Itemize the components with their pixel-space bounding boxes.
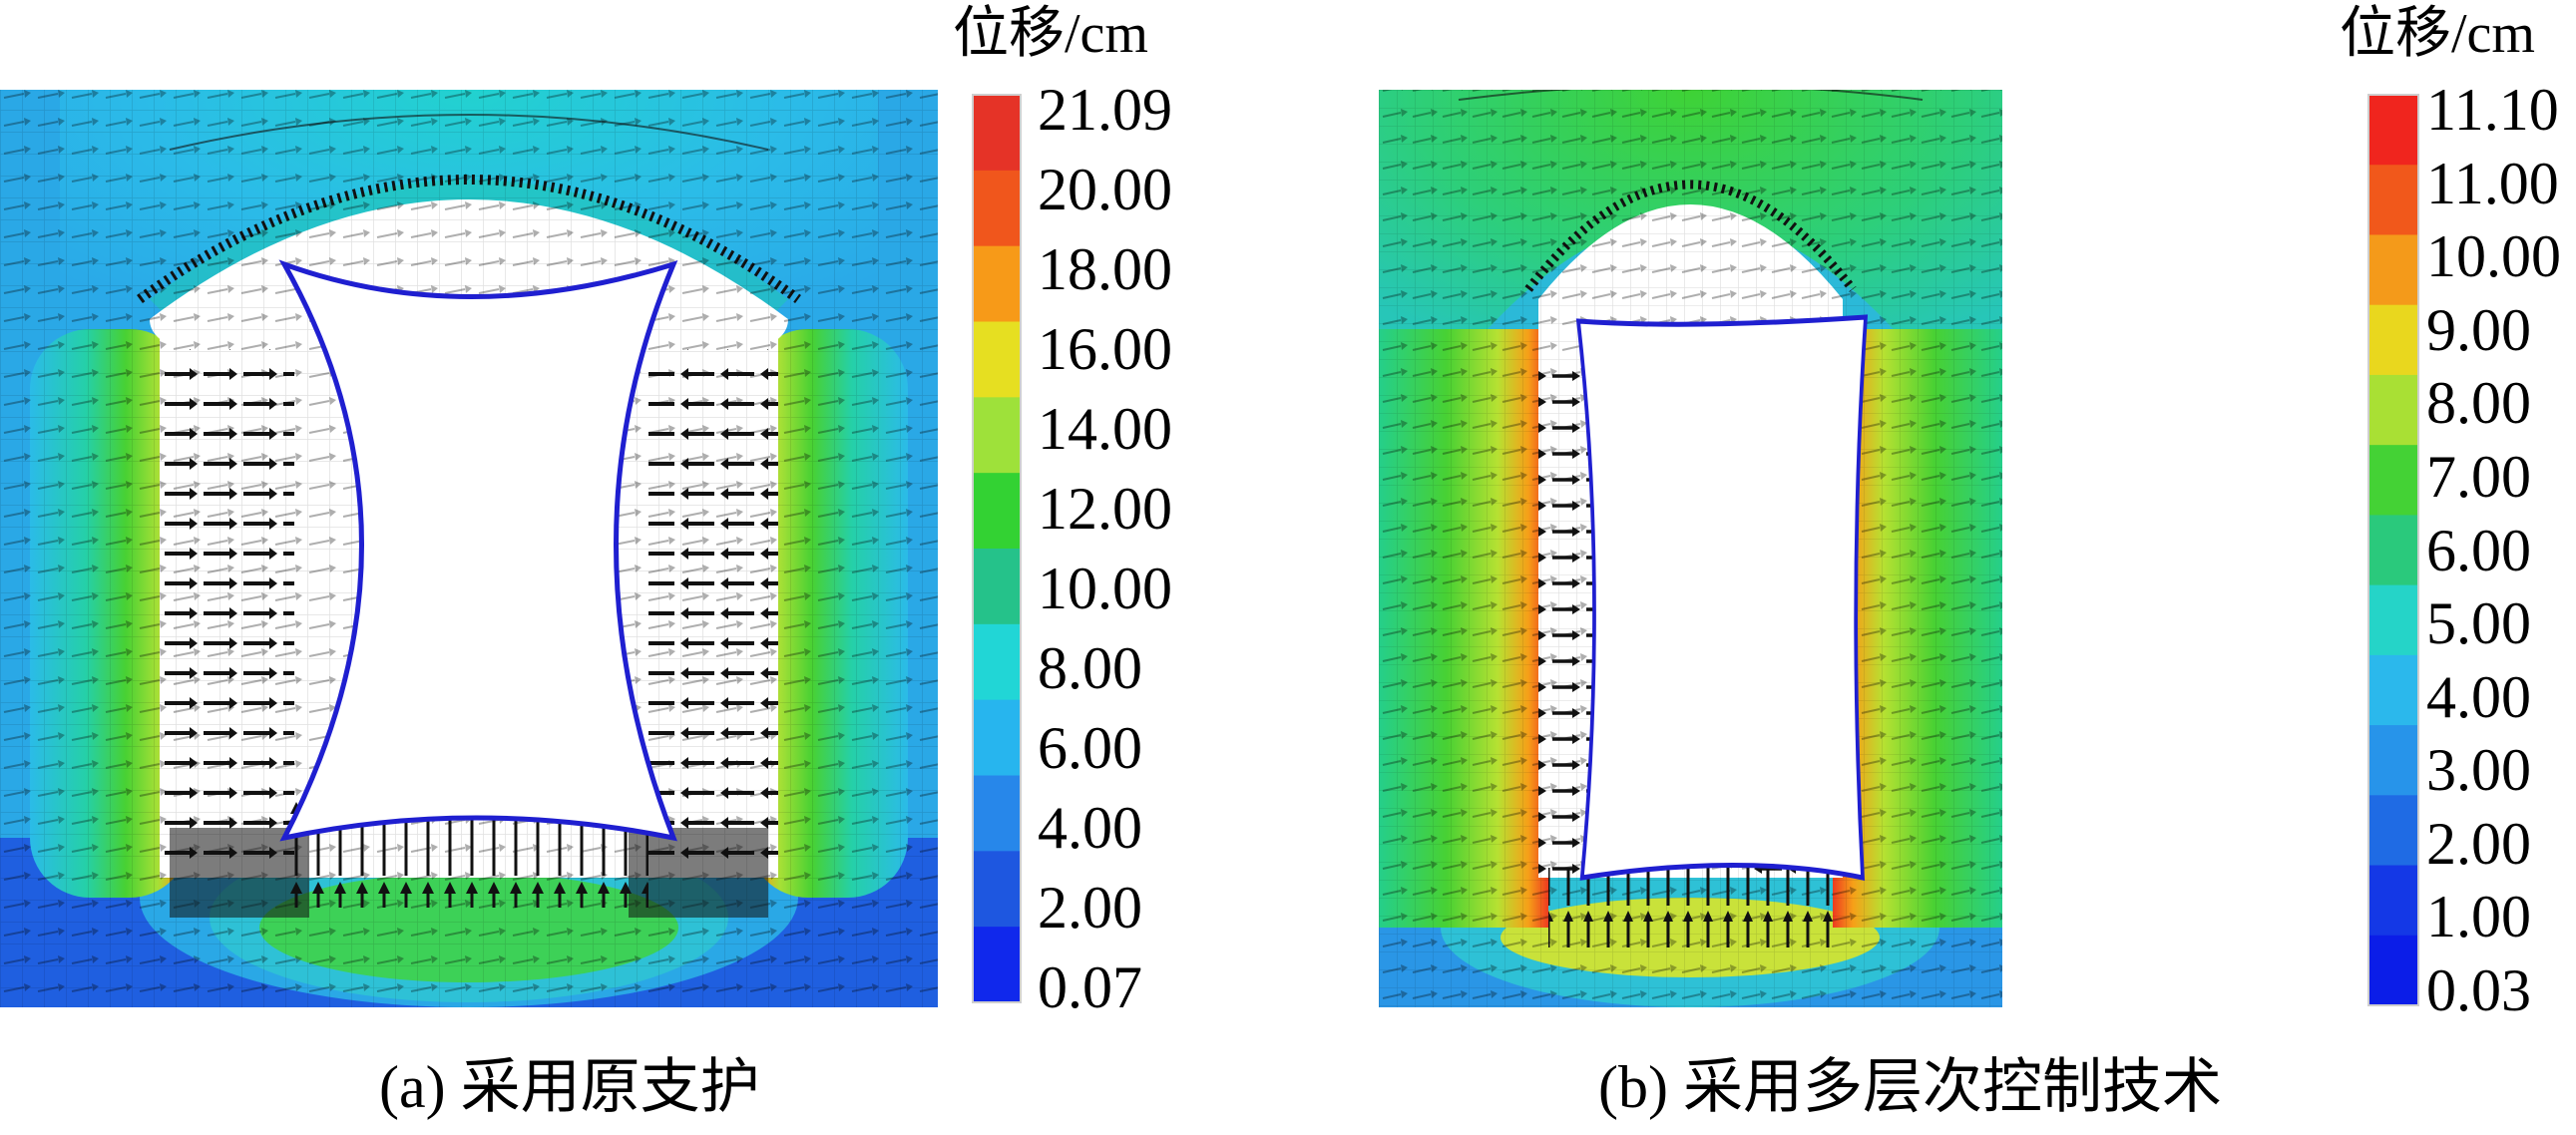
panel-a-colorbar (972, 94, 1022, 1003)
colorbar-tick-label: 5.00 (2426, 590, 2531, 657)
colorbar-segment (973, 95, 1021, 172)
colorbar-tick-label: 1.00 (2426, 884, 2531, 950)
colorbar-tick-label: 10.00 (2426, 223, 2561, 290)
colorbar-segment (973, 170, 1021, 247)
colorbar-segment (2368, 234, 2418, 306)
colorbar-segment (973, 775, 1021, 852)
colorbar-tick-label: 16.00 (1038, 316, 1172, 382)
colorbar-segment (2368, 654, 2418, 726)
colorbar-tick-label: 21.09 (1038, 77, 1172, 143)
colorbar-tick-label: 11.00 (2426, 150, 2559, 216)
colorbar-tick-label: 6.00 (1038, 715, 1142, 781)
colorbar-tick-label: 4.00 (1038, 795, 1142, 861)
colorbar-tick-label: 4.00 (2426, 663, 2531, 730)
colorbar-tick-label: 3.00 (2426, 737, 2531, 804)
panel-b-legend-title: 位移/cm (2340, 3, 2535, 65)
colorbar-segment (2368, 795, 2418, 867)
colorbar-tick-label: 11.10 (2426, 77, 2559, 143)
panel-b-colorbar (2367, 94, 2419, 1006)
colorbar-segment (2368, 584, 2418, 656)
colorbar-tick-label: 20.00 (1038, 157, 1172, 222)
colorbar-segment (973, 397, 1021, 474)
panel-a-caption: (a) 采用原支护 (379, 1054, 760, 1120)
colorbar-tick-label: 12.00 (1038, 476, 1172, 542)
panel-b-deformed-tunnel-outline (1575, 314, 1869, 881)
colorbar-segment (973, 549, 1021, 625)
colorbar-tick-label: 9.00 (2426, 296, 2531, 363)
colorbar-segment (973, 245, 1021, 322)
colorbar-segment (2368, 165, 2418, 235)
panel-a-contour-plot (0, 90, 1022, 1007)
colorbar-segment (2368, 374, 2418, 446)
colorbar-segment (2368, 95, 2418, 166)
panel-b-contour-plot (1379, 90, 2419, 1007)
colorbar-tick-label: 10.00 (1038, 556, 1172, 621)
colorbar-tick-label: 2.00 (2426, 810, 2531, 877)
panel-a-legend-title: 位移/cm (953, 3, 1148, 65)
colorbar-tick-label: 6.00 (2426, 517, 2531, 583)
colorbar-tick-label: 0.07 (1038, 954, 1142, 1020)
colorbar-segment (973, 623, 1021, 701)
colorbar-segment (2368, 935, 2418, 1006)
colorbar-tick-label: 18.00 (1038, 236, 1172, 302)
panel-b-caption: (b) 采用多层次控制技术 (1598, 1054, 2222, 1120)
colorbar-tick-label: 8.00 (1038, 635, 1142, 701)
colorbar-segment (2368, 304, 2418, 376)
colorbar-frame (972, 94, 1022, 1003)
colorbar-segment (973, 699, 1021, 776)
colorbar-segment (2368, 515, 2418, 586)
colorbar-tick-label: 2.00 (1038, 875, 1142, 941)
colorbar-segment (2368, 725, 2418, 796)
colorbar-tick-label: 8.00 (2426, 370, 2531, 437)
colorbar-tick-label: 0.03 (2426, 957, 2531, 1023)
colorbar-frame (2367, 94, 2419, 1006)
panel-a-field (0, 90, 938, 1007)
colorbar-segment (973, 321, 1021, 398)
colorbar-segment (973, 927, 1021, 1003)
colorbar-tick-label: 7.00 (2426, 443, 2531, 510)
panel-a-deformed-tunnel-outline (278, 259, 678, 842)
colorbar-segment (973, 851, 1021, 928)
colorbar-segment (2368, 445, 2418, 516)
colorbar-tick-label: 14.00 (1038, 396, 1172, 462)
colorbar-segment (973, 473, 1021, 550)
colorbar-segment (2368, 865, 2418, 937)
